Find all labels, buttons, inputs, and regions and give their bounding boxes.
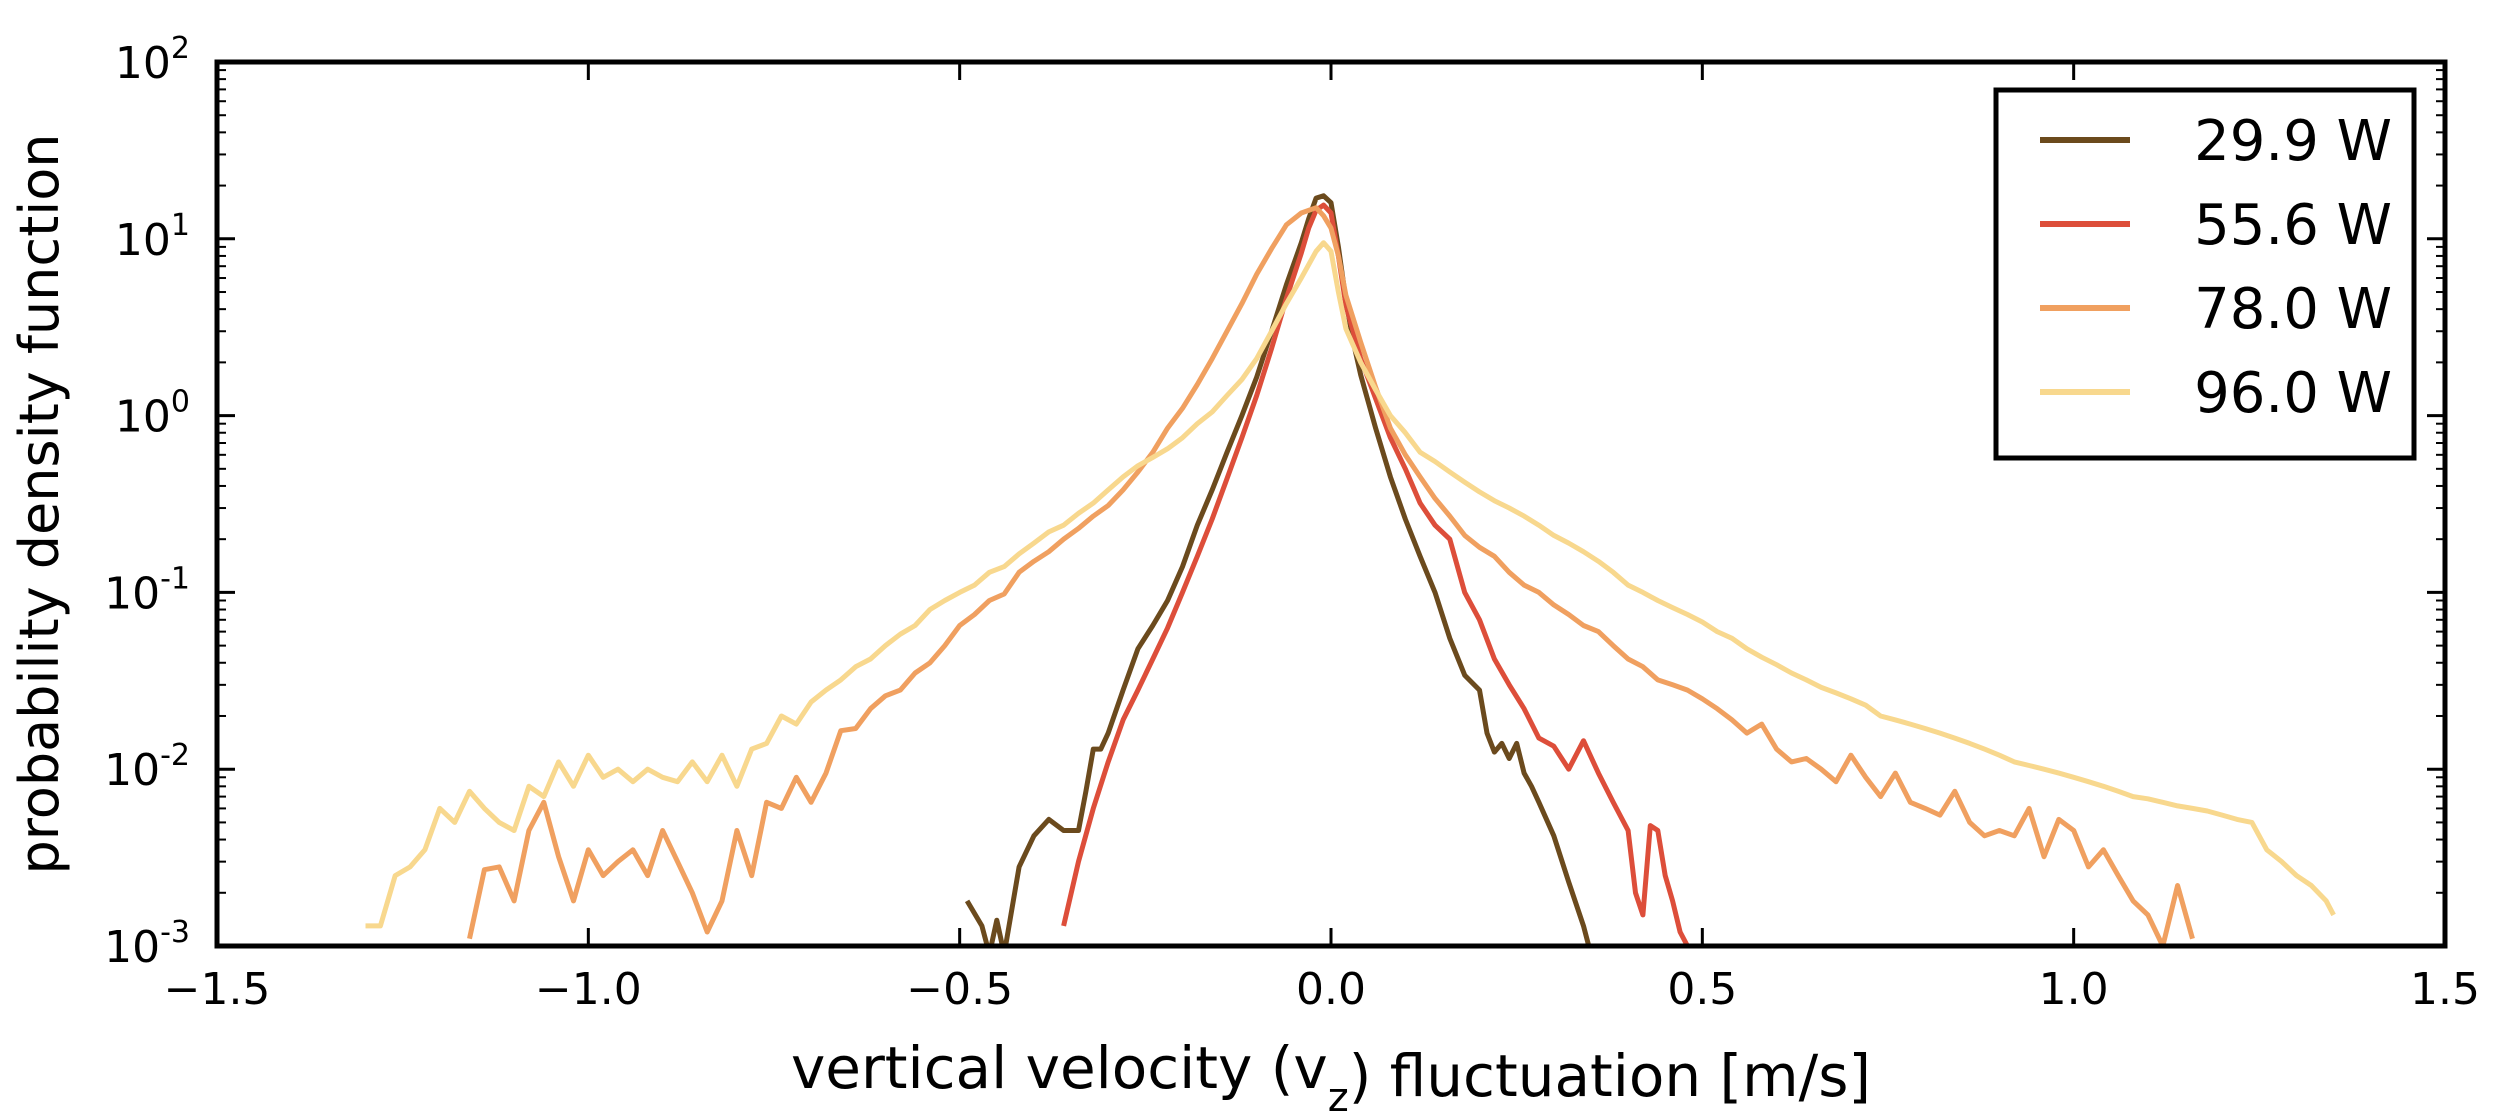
- x-tick-label: 0.0: [1296, 964, 1366, 1015]
- tick-layer: −1.5 −1.0 −0.5 0.0 0.5 1.0 1.5 102 101 100 10-1 10-…: [104, 31, 2480, 1015]
- y-tick-label: 10-3: [104, 915, 190, 973]
- y-tick-label: 102: [115, 31, 190, 89]
- legend-box: [1993, 87, 2417, 461]
- y-tick-label: 10-1: [104, 561, 190, 619]
- x-tick-label: −1.5: [164, 964, 271, 1015]
- series-line-4: [365, 240, 2336, 929]
- x-axis-label-subscript: z: [1328, 1075, 1349, 1118]
- series-line-1: [964, 193, 1592, 946]
- x-tick-label: 1.0: [2039, 964, 2109, 1015]
- legend-label-4: 96.0 W: [2194, 361, 2392, 426]
- x-axis-label: vertical velocity (vz) fluctuation [m/s]: [791, 1034, 1871, 1118]
- legend-label-3: 78.0 W: [2194, 277, 2392, 342]
- y-tick-label: 100: [115, 385, 190, 443]
- y-axis-label: probability density function: [8, 133, 71, 874]
- series-layer: [365, 193, 2336, 946]
- x-axis-label-main: vertical velocity (v: [791, 1034, 1328, 1102]
- series-line-3: [467, 205, 2195, 946]
- x-axis-label-tail: ) fluctuation [m/s]: [1349, 1042, 1871, 1110]
- x-tick-label: −0.5: [906, 964, 1013, 1015]
- x-tick-label: 1.5: [2410, 964, 2480, 1015]
- x-tick-label: −1.0: [535, 964, 642, 1015]
- legend: 29.9 W 55.6 W 78.0 W 96.0 W: [1993, 87, 2417, 461]
- series-line-2: [1061, 202, 1690, 946]
- legend-label-2: 55.6 W: [2194, 193, 2392, 258]
- x-tick-label: 0.5: [1667, 964, 1737, 1015]
- y-tick-label: 101: [115, 208, 190, 266]
- legend-label-1: 29.9 W: [2194, 109, 2392, 174]
- y-tick-label: 10-2: [104, 738, 190, 796]
